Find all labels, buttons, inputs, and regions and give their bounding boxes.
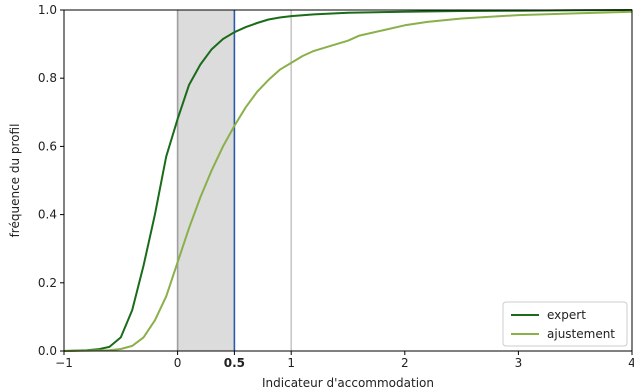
x-tick-label: −1	[55, 356, 73, 370]
legend-label-ajustement: ajustement	[547, 327, 615, 341]
y-axis-label: fréquence du profil	[8, 124, 22, 238]
legend-label-expert: expert	[547, 308, 586, 322]
y-tick-label: 1.0	[38, 3, 57, 17]
x-tick-label: 4	[628, 356, 634, 370]
legend: expert ajustement	[502, 301, 628, 347]
y-tick-label: 0.4	[38, 208, 57, 222]
series-line-expert	[63, 9, 633, 352]
x-tick-label: 2	[401, 356, 409, 370]
x-tick-label: 0	[174, 356, 182, 370]
y-tick-label: 0.8	[38, 71, 57, 85]
x-tick-label: 0.5	[224, 356, 245, 370]
plot-frame	[63, 9, 633, 352]
x-axis-ticks: −1 0 0.5 1 2 3 4	[55, 351, 634, 370]
series-line-ajustement	[63, 10, 633, 352]
x-axis-label: Indicateur d'accommodation	[262, 376, 434, 390]
plot-area	[177, 10, 235, 351]
x-tick-label: 1	[287, 356, 295, 370]
y-tick-label: 0.6	[38, 139, 57, 153]
x-tick-label: 3	[515, 356, 523, 370]
reference-lines	[176, 10, 293, 351]
shaded-region	[177, 10, 235, 351]
series-lines	[63, 9, 633, 352]
y-tick-label: 0.0	[38, 344, 57, 358]
y-axis-ticks: 0.0 0.2 0.4 0.6 0.8 1.0	[38, 3, 64, 358]
y-tick-label: 0.2	[38, 276, 57, 290]
